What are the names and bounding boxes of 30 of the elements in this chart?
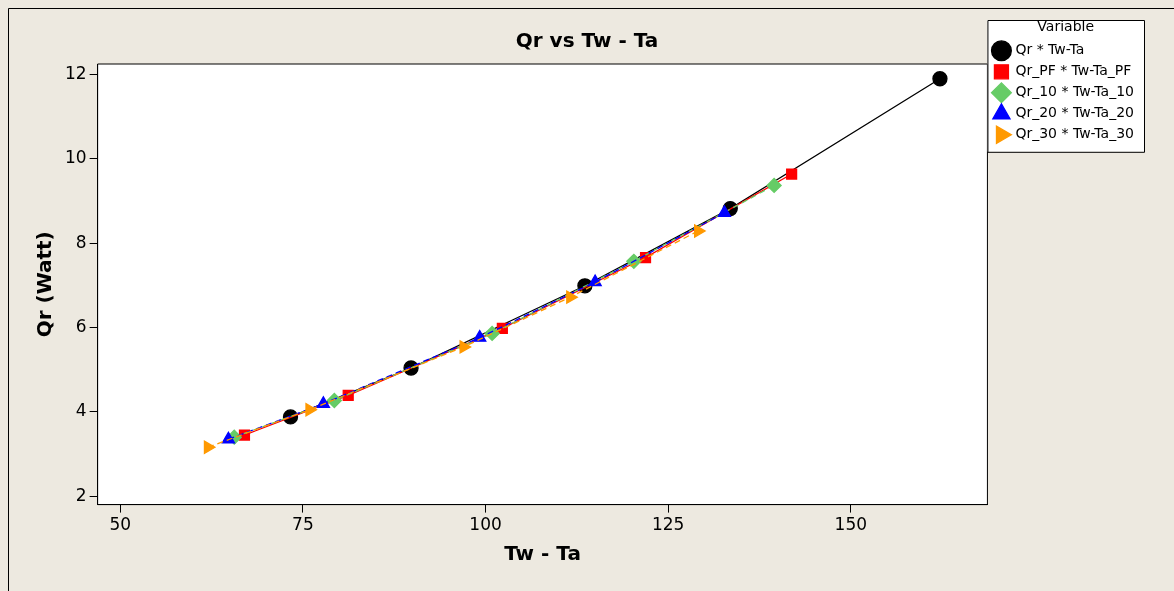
chart-title: Qr vs Tw - Ta — [515, 28, 659, 53]
y-tick-label: 6 — [75, 315, 87, 336]
legend-label: Qr_20 * Tw-Ta_20 — [1015, 104, 1135, 121]
y-tick-label: 4 — [75, 400, 87, 421]
x-tick-label: 150 — [834, 514, 868, 535]
point — [717, 205, 732, 217]
point — [566, 290, 578, 304]
legend-label: Qr * Tw-Ta — [1015, 41, 1085, 58]
legend-label: Qr_30 * Tw-Ta_30 — [1015, 125, 1135, 142]
point — [588, 274, 602, 287]
point — [305, 403, 318, 417]
legend-label: Qr_PF * Tw-Ta_PF — [1015, 62, 1132, 79]
legend-title: Variable — [1037, 17, 1095, 34]
point — [459, 340, 472, 354]
point — [693, 224, 706, 238]
x-tick-label: 75 — [292, 514, 314, 535]
x-axis-title: Tw - Ta — [504, 541, 581, 566]
legend-label: Qr_10 * Tw-Ta_10 — [1015, 83, 1135, 100]
point — [766, 177, 782, 194]
y-tick-label: 8 — [75, 231, 87, 252]
y-tick-label: 10 — [64, 147, 87, 168]
x-tick-label: 100 — [469, 514, 502, 535]
y-tick-label: 12 — [64, 62, 87, 83]
point — [932, 71, 948, 87]
x-tick-label: 125 — [651, 514, 685, 535]
y-tick-label: 2 — [75, 484, 87, 505]
y-axis-title: Qr (Watt) — [32, 231, 57, 338]
x-tick-label: 50 — [109, 514, 132, 535]
point — [203, 440, 216, 454]
point — [786, 168, 798, 180]
